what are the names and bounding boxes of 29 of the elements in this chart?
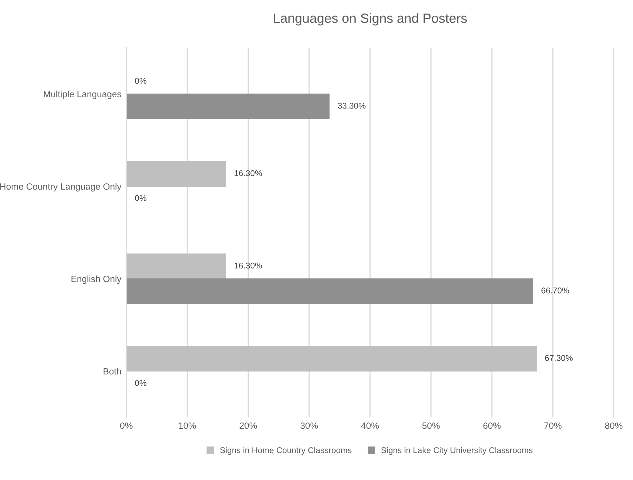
- y-tick-label: Both: [104, 368, 122, 375]
- data-label: 66.70%: [542, 288, 570, 294]
- bar: [126, 278, 534, 304]
- data-label: 33.30%: [338, 103, 366, 109]
- data-label: 0%: [135, 195, 147, 202]
- x-tick-label: 70%: [544, 422, 562, 430]
- y-tick-label: Home Country Language Only: [0, 183, 122, 192]
- data-label: 0%: [135, 78, 147, 84]
- y-tick-label: English Only: [72, 276, 122, 284]
- data-label: 16.30%: [234, 170, 262, 176]
- y-tick-label: Multiple Languages: [44, 90, 122, 100]
- x-tick-label: 20%: [240, 422, 258, 430]
- x-tick-label: 40%: [361, 422, 380, 430]
- data-label: 0%: [135, 380, 147, 386]
- x-tick-label: 10%: [179, 422, 196, 430]
- x-tick-label: 80%: [605, 422, 623, 430]
- bar: [126, 346, 537, 372]
- chart-title: Languages on Signs and Posters: [274, 13, 468, 26]
- data-label: 16.30%: [234, 262, 262, 269]
- legend-label: Signs in Lake City University Classrooms: [382, 447, 533, 456]
- bar: [126, 94, 330, 120]
- x-tick-label: 60%: [484, 422, 501, 430]
- data-label: 67.30%: [545, 355, 573, 362]
- x-tick-label: 50%: [422, 422, 440, 430]
- x-tick-label: 30%: [300, 422, 318, 430]
- x-tick-label: 0%: [120, 422, 133, 430]
- bar: [126, 161, 226, 187]
- bar: [126, 254, 226, 280]
- legend-label: Signs in Home Country Classrooms: [220, 447, 352, 456]
